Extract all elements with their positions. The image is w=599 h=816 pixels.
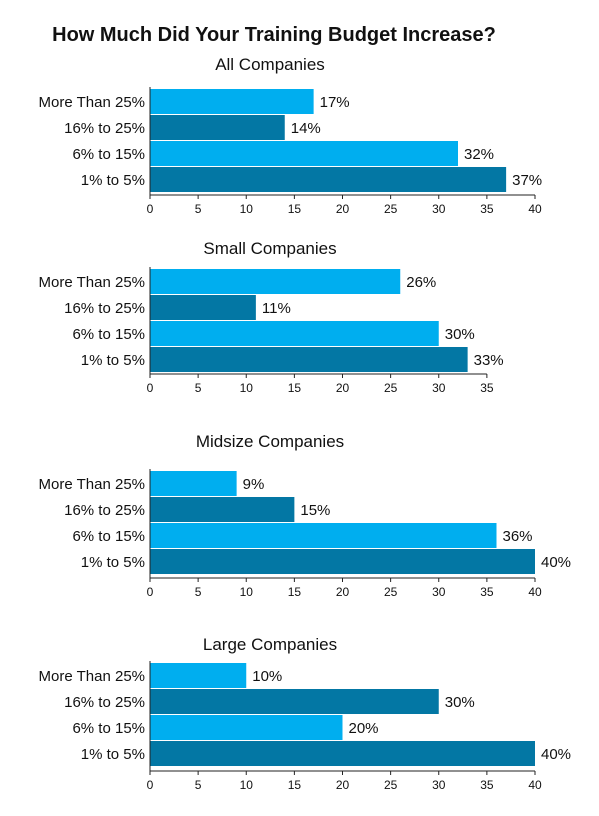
- x-tick-label: 35: [480, 585, 494, 599]
- category-label: 1% to 5%: [81, 352, 145, 369]
- x-tick-label: 10: [240, 778, 254, 792]
- value-label: 30%: [445, 694, 475, 711]
- category-label: 16% to 25%: [64, 502, 145, 519]
- x-tick-label: 15: [288, 381, 302, 395]
- x-tick-label: 5: [195, 202, 202, 216]
- x-tick-label: 0: [147, 381, 154, 395]
- x-tick-label: 40: [528, 202, 542, 216]
- x-tick-label: 20: [336, 381, 350, 395]
- bar: [150, 269, 401, 294]
- x-tick-label: 30: [432, 585, 446, 599]
- bar: [150, 141, 458, 166]
- x-tick-label: 15: [288, 585, 302, 599]
- panel-title: Small Companies: [203, 239, 336, 258]
- value-label: 11%: [262, 300, 291, 317]
- x-tick-label: 15: [288, 202, 302, 216]
- bar: [150, 167, 507, 192]
- value-label: 30%: [445, 326, 475, 343]
- x-tick-label: 10: [240, 585, 254, 599]
- bar: [150, 523, 497, 548]
- x-tick-label: 0: [147, 585, 154, 599]
- category-label: 6% to 15%: [72, 720, 145, 737]
- panel-title: Midsize Companies: [196, 432, 344, 451]
- x-tick-label: 30: [432, 778, 446, 792]
- x-tick-label: 25: [384, 202, 398, 216]
- value-label: 9%: [243, 476, 265, 493]
- x-tick-label: 30: [432, 381, 446, 395]
- x-tick-label: 25: [384, 585, 398, 599]
- x-tick-label: 25: [384, 778, 398, 792]
- x-tick-label: 20: [336, 202, 350, 216]
- category-label: More Than 25%: [39, 668, 145, 685]
- x-tick-label: 35: [480, 381, 494, 395]
- x-tick-label: 20: [336, 585, 350, 599]
- category-label: 6% to 15%: [72, 528, 145, 545]
- category-label: 16% to 25%: [64, 120, 145, 137]
- bar: [150, 295, 256, 320]
- value-label: 33%: [474, 352, 504, 369]
- bar: [150, 497, 295, 522]
- value-label: 40%: [541, 746, 571, 763]
- category-label: 6% to 15%: [72, 326, 145, 343]
- value-label: 36%: [503, 528, 533, 545]
- x-tick-label: 30: [432, 202, 446, 216]
- category-label: 16% to 25%: [64, 300, 145, 317]
- value-label: 37%: [512, 172, 542, 189]
- value-label: 14%: [291, 120, 321, 137]
- x-tick-label: 0: [147, 202, 154, 216]
- x-tick-label: 35: [480, 778, 494, 792]
- category-label: More Than 25%: [39, 476, 145, 493]
- bar: [150, 321, 439, 346]
- panel-title: Large Companies: [203, 635, 337, 654]
- x-tick-label: 25: [384, 381, 398, 395]
- x-tick-label: 10: [240, 381, 254, 395]
- bar: [150, 471, 237, 496]
- category-label: 1% to 5%: [81, 746, 145, 763]
- value-label: 17%: [320, 94, 350, 111]
- category-label: 1% to 5%: [81, 172, 145, 189]
- x-tick-label: 40: [528, 585, 542, 599]
- value-label: 26%: [406, 274, 436, 291]
- x-tick-label: 35: [480, 202, 494, 216]
- x-tick-label: 0: [147, 778, 154, 792]
- x-tick-label: 5: [195, 778, 202, 792]
- chart-title: How Much Did Your Training Budget Increa…: [52, 24, 496, 46]
- value-label: 10%: [252, 668, 282, 685]
- bar: [150, 89, 314, 114]
- category-label: More Than 25%: [39, 94, 145, 111]
- category-label: More Than 25%: [39, 274, 145, 291]
- value-label: 32%: [464, 146, 494, 163]
- bar: [150, 689, 439, 714]
- bar: [150, 549, 535, 574]
- x-tick-label: 20: [336, 778, 350, 792]
- x-tick-label: 15: [288, 778, 302, 792]
- value-label: 40%: [541, 554, 571, 571]
- category-label: 16% to 25%: [64, 694, 145, 711]
- value-label: 20%: [349, 720, 379, 737]
- x-tick-label: 5: [195, 585, 202, 599]
- panel-title: All Companies: [215, 55, 325, 74]
- category-label: 1% to 5%: [81, 554, 145, 571]
- bar: [150, 715, 343, 740]
- bar: [150, 347, 468, 372]
- bar: [150, 115, 285, 140]
- bar: [150, 663, 247, 688]
- value-label: 15%: [300, 502, 330, 519]
- x-tick-label: 40: [528, 778, 542, 792]
- x-tick-label: 10: [240, 202, 254, 216]
- x-tick-label: 5: [195, 381, 202, 395]
- category-label: 6% to 15%: [72, 146, 145, 163]
- bar: [150, 741, 535, 766]
